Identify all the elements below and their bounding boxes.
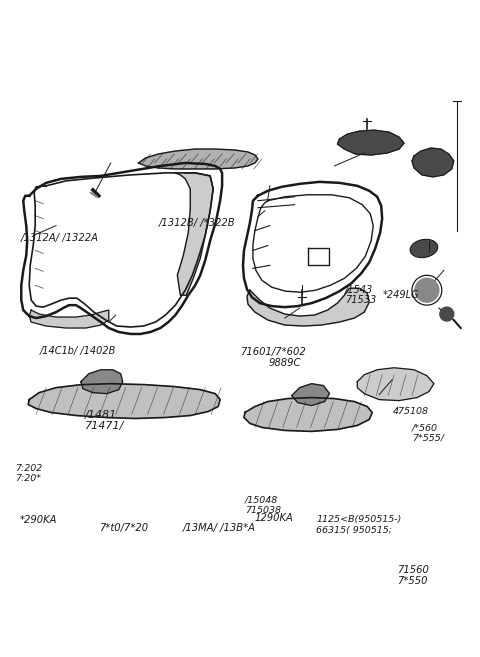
- Text: 71533: 71533: [345, 296, 376, 306]
- Text: 71601/7*602: 71601/7*602: [240, 347, 306, 357]
- Text: /1312B/ /*322B: /1312B/ /*322B: [159, 217, 236, 228]
- Text: /1481: /1481: [85, 410, 117, 420]
- Polygon shape: [175, 173, 213, 295]
- Circle shape: [415, 279, 439, 302]
- Text: 475108: 475108: [393, 407, 429, 416]
- Polygon shape: [139, 149, 258, 169]
- Text: 715038: 715038: [245, 506, 281, 514]
- Text: 7*555/: 7*555/: [412, 434, 444, 443]
- Polygon shape: [337, 130, 404, 155]
- Ellipse shape: [410, 239, 438, 258]
- Polygon shape: [412, 148, 454, 177]
- Text: *249LG: *249LG: [383, 290, 420, 300]
- Text: /13MA/ /13B*A: /13MA/ /13B*A: [183, 523, 256, 533]
- Text: 71560: 71560: [397, 565, 429, 575]
- Polygon shape: [244, 397, 372, 432]
- Text: /15048: /15048: [245, 495, 278, 504]
- Polygon shape: [247, 288, 369, 326]
- Text: /14C1b/ /1402B: /14C1b/ /1402B: [39, 346, 116, 356]
- Text: /*560: /*560: [412, 423, 438, 432]
- Text: *290KA: *290KA: [20, 515, 57, 525]
- Text: 7:20*: 7:20*: [15, 474, 41, 484]
- Text: 66315( 950515;: 66315( 950515;: [316, 526, 392, 535]
- Polygon shape: [29, 310, 109, 328]
- Text: 7:202: 7:202: [15, 464, 42, 473]
- Text: 9889C: 9889C: [269, 358, 301, 368]
- Text: 1290KA: 1290KA: [254, 513, 293, 523]
- Text: 7*550: 7*550: [397, 576, 428, 586]
- Polygon shape: [81, 370, 123, 394]
- Text: /1543: /1543: [345, 285, 373, 295]
- Polygon shape: [28, 384, 220, 419]
- Text: 1125<B(950515-): 1125<B(950515-): [316, 515, 402, 524]
- Polygon shape: [308, 248, 329, 265]
- Text: 7*t0/7*20: 7*t0/7*20: [99, 523, 148, 533]
- Text: /1312A/ /1322A: /1312A/ /1322A: [21, 233, 98, 243]
- Text: 71471/: 71471/: [85, 422, 124, 432]
- Circle shape: [440, 307, 454, 321]
- Polygon shape: [292, 384, 329, 405]
- Polygon shape: [357, 368, 434, 401]
